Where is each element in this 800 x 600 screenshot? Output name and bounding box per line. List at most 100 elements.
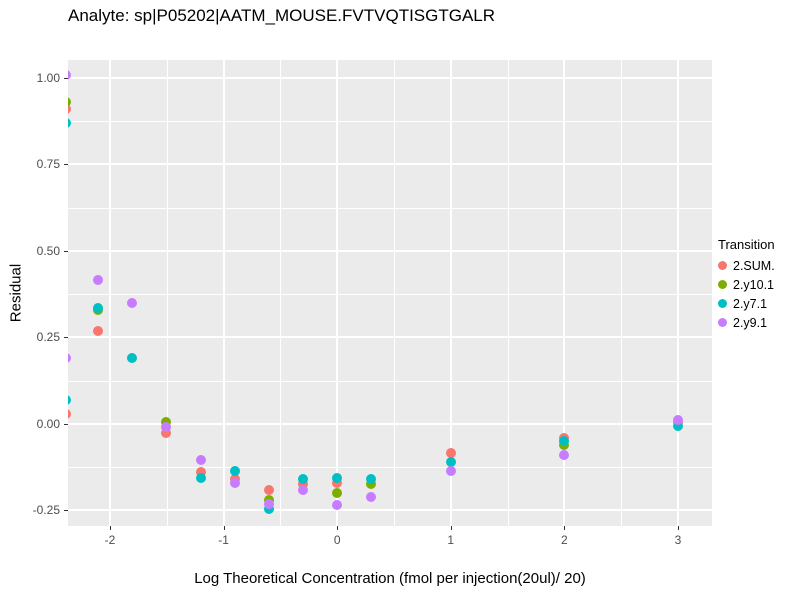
legend-item: 2.y10.1	[718, 277, 775, 292]
data-point	[68, 69, 71, 80]
x-tick-mark	[110, 526, 112, 530]
gridline-minor	[68, 121, 712, 123]
gridline-minor	[68, 467, 712, 469]
data-point	[264, 498, 275, 509]
x-tick-mark	[677, 526, 679, 530]
legend-swatch-icon	[718, 299, 727, 308]
x-tick-label: -2	[104, 533, 116, 547]
legend-items: 2.SUM. 2.y10.1 2.y7.1 2.y9.1	[718, 258, 775, 330]
data-point	[68, 394, 71, 405]
x-tick-label: 1	[447, 533, 455, 547]
data-point	[445, 465, 456, 476]
y-tick-mark	[64, 164, 68, 166]
gridline-major	[68, 249, 712, 252]
data-point	[68, 353, 71, 364]
legend-swatch-icon	[718, 280, 727, 289]
plot-title: Analyte: sp|P05202|AATM_MOUSE.FVTVQTISGT…	[68, 6, 496, 25]
x-tick-mark	[223, 526, 225, 530]
plot-panel	[68, 60, 712, 526]
y-tick-label: 1.00	[36, 70, 60, 85]
data-point	[264, 503, 275, 514]
y-tick-label: 0.00	[36, 416, 60, 431]
gridline-major	[68, 76, 712, 79]
legend-item-label: 2.y9.1	[733, 315, 768, 330]
data-point	[68, 97, 71, 108]
legend-item: 2.y7.1	[718, 296, 775, 311]
gridline-major	[68, 509, 712, 512]
data-point	[126, 297, 137, 308]
data-point	[160, 427, 171, 438]
data-point	[68, 117, 71, 128]
y-axis-title: Residual	[7, 263, 25, 323]
x-tick-mark	[450, 526, 452, 530]
data-point	[332, 488, 343, 499]
gridline-minor	[68, 207, 712, 209]
gridline-minor	[393, 60, 395, 526]
data-point	[298, 484, 309, 495]
data-point	[195, 467, 206, 478]
data-point	[366, 474, 377, 485]
data-point	[160, 422, 171, 433]
data-point	[672, 420, 683, 431]
y-tick-mark	[64, 423, 68, 425]
y-tick-label: -0.25	[32, 503, 60, 518]
data-point	[68, 408, 71, 419]
data-point	[195, 455, 206, 466]
data-point	[366, 479, 377, 490]
x-tick-mark	[564, 526, 566, 530]
data-point	[68, 104, 71, 115]
y-tick-mark	[64, 510, 68, 512]
legend-title: Transition	[718, 237, 775, 252]
gridline-minor	[507, 60, 509, 526]
data-point	[445, 456, 456, 467]
data-point	[445, 448, 456, 459]
data-point	[160, 417, 171, 428]
y-tick-mark	[64, 77, 68, 79]
legend: Transition 2.SUM. 2.y10.1 2.y7.1 2.y9.1	[718, 237, 775, 334]
data-point	[298, 479, 309, 490]
legend-swatch-icon	[718, 261, 727, 270]
x-tick-label: 0	[333, 533, 341, 547]
gridline-major	[563, 60, 566, 526]
legend-item-label: 2.SUM.	[733, 258, 775, 273]
x-tick-label: -1	[218, 533, 229, 547]
legend-item: 2.y9.1	[718, 315, 775, 330]
gridline-minor	[280, 60, 282, 526]
data-point	[332, 500, 343, 511]
data-point	[332, 477, 343, 488]
y-tick-label: 0.25	[36, 330, 60, 345]
data-point	[195, 472, 206, 483]
gridline-major	[109, 60, 112, 526]
data-point	[92, 325, 103, 336]
gridline-major	[68, 163, 712, 166]
gridline-minor	[68, 380, 712, 382]
data-point	[229, 477, 240, 488]
data-point	[559, 436, 570, 447]
x-tick-mark	[337, 526, 339, 530]
gridline-major	[68, 422, 712, 425]
data-point	[126, 353, 137, 364]
y-tick-mark	[64, 250, 68, 252]
data-point	[559, 450, 570, 461]
gridline-major	[676, 60, 679, 526]
gridline-major	[68, 336, 712, 339]
data-point	[332, 472, 343, 483]
y-tick-mark	[64, 337, 68, 339]
gridline-major	[222, 60, 225, 526]
legend-item-label: 2.y7.1	[733, 296, 768, 311]
gridline-minor	[68, 294, 712, 296]
gridline-minor	[621, 60, 623, 526]
legend-item: 2.SUM.	[718, 258, 775, 273]
y-tick-label: 0.50	[36, 243, 60, 258]
data-point	[92, 303, 103, 314]
y-tick-label: 0.75	[36, 157, 60, 172]
x-axis-title: Log Theoretical Concentration (fmol per …	[194, 570, 586, 587]
data-point	[366, 491, 377, 502]
data-point	[264, 484, 275, 495]
gridline-minor	[166, 60, 168, 526]
data-point	[298, 474, 309, 485]
x-tick-label: 2	[561, 533, 568, 547]
x-tick-label: 3	[674, 533, 682, 547]
gridline-major	[449, 60, 452, 526]
